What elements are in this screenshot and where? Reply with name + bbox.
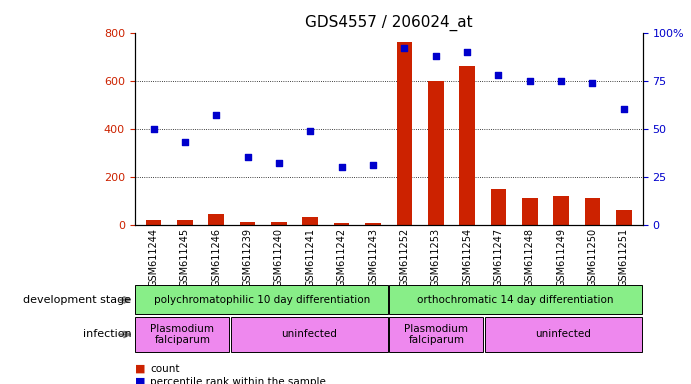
Point — [399, 45, 410, 51]
Bar — [616, 210, 632, 225]
Text: infection: infection — [83, 329, 131, 339]
Bar — [177, 220, 193, 225]
Bar — [303, 217, 318, 225]
Text: GSM611253: GSM611253 — [430, 228, 441, 287]
Text: orthochromatic 14 day differentiation: orthochromatic 14 day differentiation — [417, 295, 614, 305]
Bar — [585, 198, 600, 225]
Text: count: count — [150, 364, 180, 374]
Bar — [491, 189, 507, 225]
Bar — [428, 81, 444, 225]
Bar — [389, 317, 483, 352]
Text: GSM611252: GSM611252 — [399, 228, 409, 287]
Bar — [334, 223, 350, 225]
Text: polychromatophilic 10 day differentiation: polychromatophilic 10 day differentiatio… — [153, 295, 370, 305]
Text: GSM611239: GSM611239 — [243, 228, 253, 286]
Text: Plasmodium
falciparum: Plasmodium falciparum — [404, 324, 468, 345]
Text: GSM611249: GSM611249 — [556, 228, 566, 286]
Bar — [135, 317, 229, 352]
Bar — [240, 222, 256, 225]
Text: GSM611250: GSM611250 — [587, 228, 598, 287]
Text: GSM611251: GSM611251 — [619, 228, 629, 287]
Point — [524, 78, 536, 84]
Bar — [484, 317, 642, 352]
Text: development stage: development stage — [23, 295, 131, 305]
Bar — [135, 285, 388, 314]
Point — [462, 49, 473, 55]
Bar — [271, 222, 287, 225]
Bar — [365, 223, 381, 225]
Bar — [460, 66, 475, 225]
Text: GSM611242: GSM611242 — [337, 228, 347, 287]
Text: percentile rank within the sample: percentile rank within the sample — [150, 377, 326, 384]
Point — [305, 127, 316, 134]
Point — [556, 78, 567, 84]
Text: GSM611248: GSM611248 — [524, 228, 535, 286]
Title: GDS4557 / 206024_at: GDS4557 / 206024_at — [305, 15, 473, 31]
Bar — [522, 198, 538, 225]
Bar — [389, 285, 642, 314]
Point — [493, 72, 504, 78]
Text: GSM611247: GSM611247 — [493, 228, 504, 287]
Text: ■: ■ — [135, 364, 149, 374]
Bar — [231, 317, 388, 352]
Text: GSM611240: GSM611240 — [274, 228, 284, 286]
Text: ■: ■ — [135, 377, 149, 384]
Text: Plasmodium
falciparum: Plasmodium falciparum — [151, 324, 214, 345]
Text: uninfected: uninfected — [281, 329, 337, 339]
Bar — [209, 214, 224, 225]
Point — [368, 162, 379, 168]
Text: GSM611243: GSM611243 — [368, 228, 378, 286]
Bar — [397, 42, 413, 225]
Bar — [146, 220, 162, 225]
Text: uninfected: uninfected — [536, 329, 591, 339]
Text: GSM611254: GSM611254 — [462, 228, 472, 287]
Point — [180, 139, 191, 145]
Text: GSM611244: GSM611244 — [149, 228, 158, 286]
Bar — [553, 196, 569, 225]
Point — [587, 79, 598, 86]
Text: GSM611241: GSM611241 — [305, 228, 315, 286]
Point — [274, 160, 285, 166]
Point — [242, 154, 253, 161]
Text: GSM611245: GSM611245 — [180, 228, 190, 287]
Point — [148, 126, 159, 132]
Point — [430, 53, 442, 59]
Point — [336, 164, 347, 170]
Point — [211, 112, 222, 118]
Text: GSM611246: GSM611246 — [211, 228, 221, 286]
Point — [618, 106, 630, 113]
